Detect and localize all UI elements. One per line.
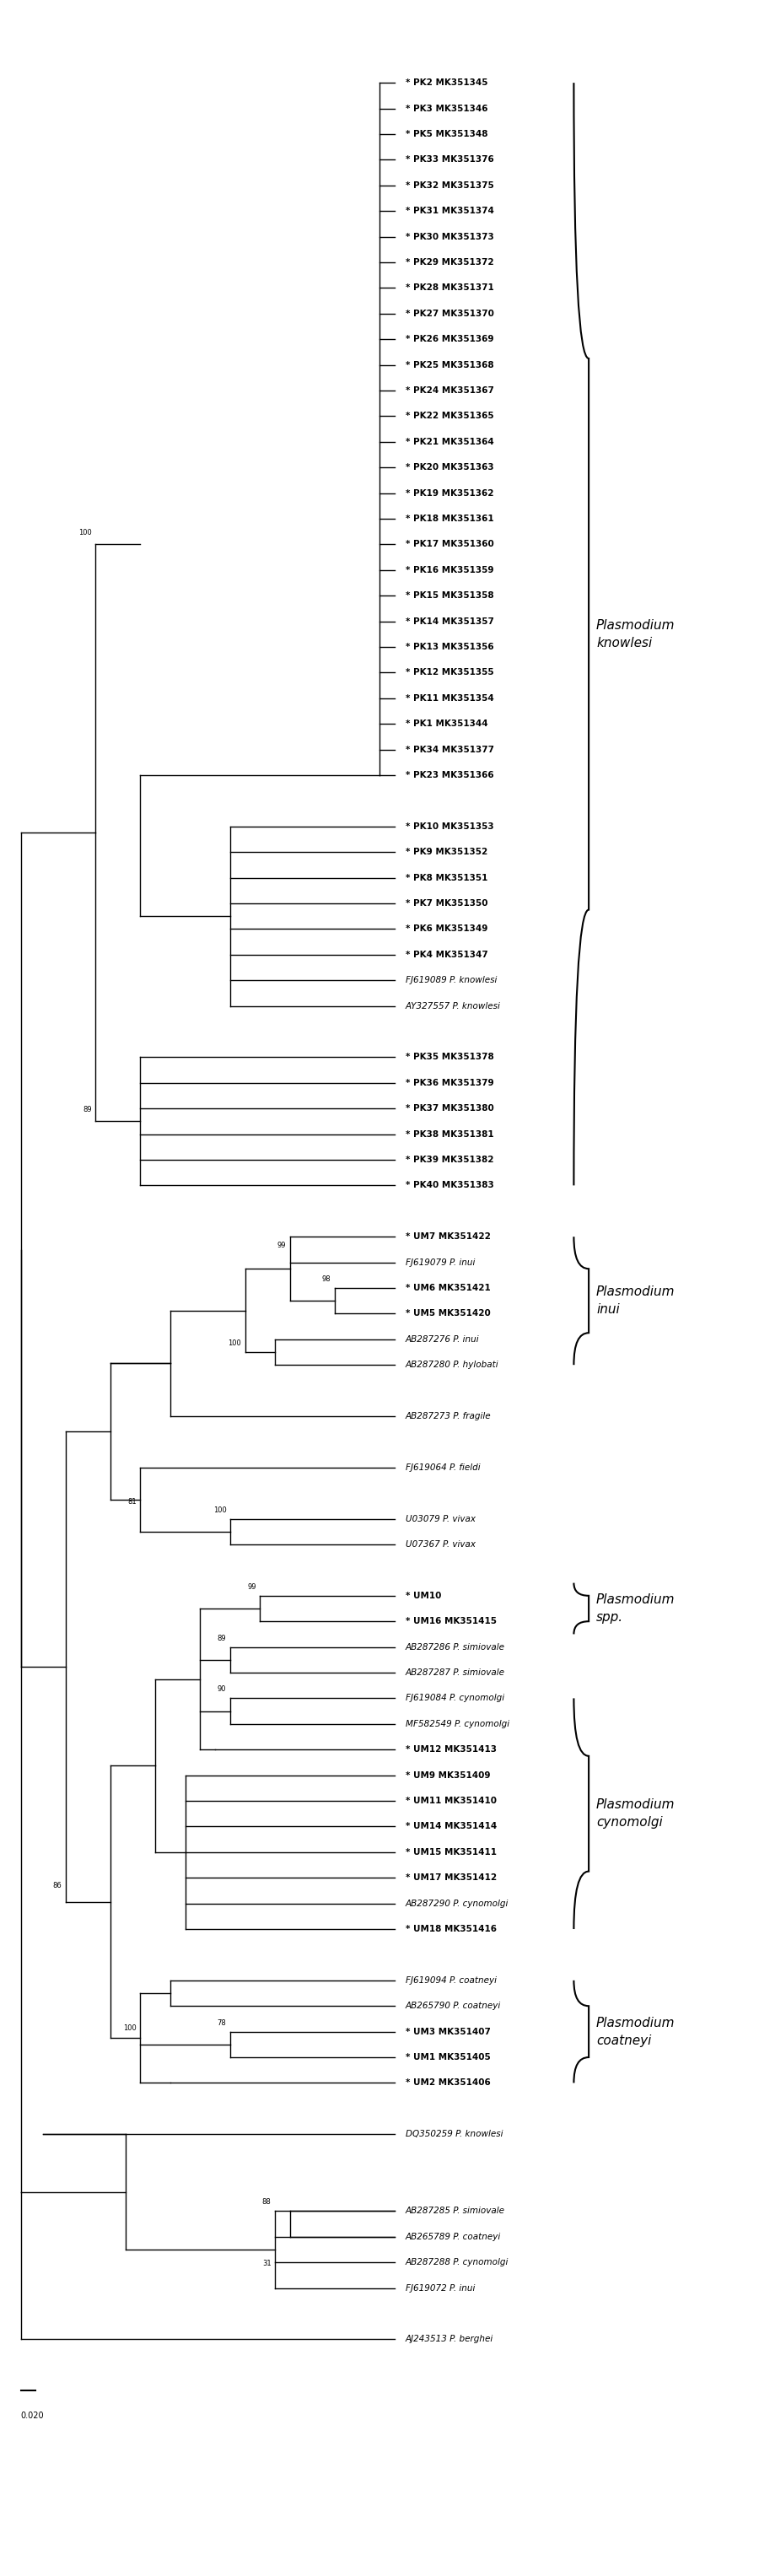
Text: U03079 P. vivax: U03079 P. vivax bbox=[405, 1515, 476, 1522]
Text: 88: 88 bbox=[262, 2197, 271, 2205]
Text: 89: 89 bbox=[217, 1633, 226, 1641]
Text: * UM6 MK351421: * UM6 MK351421 bbox=[405, 1283, 490, 1293]
Text: 31: 31 bbox=[262, 2259, 271, 2267]
Text: 86: 86 bbox=[53, 1880, 62, 1888]
Text: Plasmodium
knowlesi: Plasmodium knowlesi bbox=[597, 618, 675, 649]
Text: * PK19 MK351362: * PK19 MK351362 bbox=[405, 489, 494, 497]
Text: 78: 78 bbox=[217, 2020, 226, 2027]
Text: * UM17 MK351412: * UM17 MK351412 bbox=[405, 1873, 497, 1883]
Text: * UM3 MK351407: * UM3 MK351407 bbox=[405, 2027, 491, 2035]
Text: * PK30 MK351373: * PK30 MK351373 bbox=[405, 232, 494, 242]
Text: * PK10 MK351353: * PK10 MK351353 bbox=[405, 822, 494, 829]
Text: 81: 81 bbox=[128, 1499, 137, 1507]
Text: 99: 99 bbox=[247, 1584, 257, 1589]
Text: * PK8 MK351351: * PK8 MK351351 bbox=[405, 873, 488, 881]
Text: * PK6 MK351349: * PK6 MK351349 bbox=[405, 925, 488, 933]
Text: Plasmodium
coatneyi: Plasmodium coatneyi bbox=[597, 2017, 675, 2048]
Text: * PK7 MK351350: * PK7 MK351350 bbox=[405, 899, 488, 907]
Text: * PK2 MK351345: * PK2 MK351345 bbox=[405, 80, 488, 88]
Text: 100: 100 bbox=[124, 2025, 137, 2032]
Text: * PK12 MK351355: * PK12 MK351355 bbox=[405, 667, 494, 677]
Text: FJ619072 P. inui: FJ619072 P. inui bbox=[405, 2285, 475, 2293]
Text: AB287276 P. inui: AB287276 P. inui bbox=[405, 1334, 480, 1345]
Text: * PK31 MK351374: * PK31 MK351374 bbox=[405, 206, 494, 216]
Text: * PK35 MK351378: * PK35 MK351378 bbox=[405, 1054, 494, 1061]
Text: * UM18 MK351416: * UM18 MK351416 bbox=[405, 1924, 496, 1935]
Text: AJ243513 P. berghei: AJ243513 P. berghei bbox=[405, 2334, 493, 2344]
Text: Plasmodium
spp.: Plasmodium spp. bbox=[597, 1595, 675, 1623]
Text: AB287285 P. simiovale: AB287285 P. simiovale bbox=[405, 2208, 505, 2215]
Text: * PK32 MK351375: * PK32 MK351375 bbox=[405, 180, 494, 191]
Text: * UM11 MK351410: * UM11 MK351410 bbox=[405, 1795, 496, 1806]
Text: * UM7 MK351422: * UM7 MK351422 bbox=[405, 1231, 491, 1242]
Text: * PK29 MK351372: * PK29 MK351372 bbox=[405, 258, 494, 265]
Text: 100: 100 bbox=[228, 1340, 241, 1347]
Text: * PK28 MK351371: * PK28 MK351371 bbox=[405, 283, 494, 291]
Text: * PK36 MK351379: * PK36 MK351379 bbox=[405, 1079, 494, 1087]
Text: FJ619084 P. cynomolgi: FJ619084 P. cynomolgi bbox=[405, 1695, 505, 1703]
Text: 90: 90 bbox=[217, 1685, 226, 1692]
Text: * PK21 MK351364: * PK21 MK351364 bbox=[405, 438, 494, 446]
Text: * PK39 MK351382: * PK39 MK351382 bbox=[405, 1157, 494, 1164]
Text: * PK27 MK351370: * PK27 MK351370 bbox=[405, 309, 494, 317]
Text: 0.020: 0.020 bbox=[20, 2411, 44, 2419]
Text: 89: 89 bbox=[83, 1105, 92, 1113]
Text: * PK26 MK351369: * PK26 MK351369 bbox=[405, 335, 494, 343]
Text: AB287273 P. fragile: AB287273 P. fragile bbox=[405, 1412, 491, 1419]
Text: * PK9 MK351352: * PK9 MK351352 bbox=[405, 848, 488, 855]
Text: FJ619089 P. knowlesi: FJ619089 P. knowlesi bbox=[405, 976, 497, 984]
Text: FJ619079 P. inui: FJ619079 P. inui bbox=[405, 1257, 475, 1267]
Text: * UM10: * UM10 bbox=[405, 1592, 442, 1600]
Text: * PK3 MK351346: * PK3 MK351346 bbox=[405, 103, 488, 113]
Text: 99: 99 bbox=[277, 1242, 286, 1249]
Text: FJ619094 P. coatneyi: FJ619094 P. coatneyi bbox=[405, 1976, 496, 1984]
Text: * PK1 MK351344: * PK1 MK351344 bbox=[405, 719, 488, 729]
Text: * PK38 MK351381: * PK38 MK351381 bbox=[405, 1131, 494, 1139]
Text: * PK22 MK351365: * PK22 MK351365 bbox=[405, 412, 494, 420]
Text: 100: 100 bbox=[213, 1507, 226, 1515]
Text: * PK15 MK351358: * PK15 MK351358 bbox=[405, 592, 494, 600]
Text: * PK13 MK351356: * PK13 MK351356 bbox=[405, 641, 494, 652]
Text: * UM2 MK351406: * UM2 MK351406 bbox=[405, 2079, 490, 2087]
Text: * PK23 MK351366: * PK23 MK351366 bbox=[405, 770, 494, 781]
Text: * UM16 MK351415: * UM16 MK351415 bbox=[405, 1618, 496, 1625]
Text: FJ619064 P. fieldi: FJ619064 P. fieldi bbox=[405, 1463, 480, 1471]
Text: 100: 100 bbox=[78, 528, 92, 536]
Text: AB287290 P. cynomolgi: AB287290 P. cynomolgi bbox=[405, 1899, 509, 1909]
Text: AB287286 P. simiovale: AB287286 P. simiovale bbox=[405, 1643, 505, 1651]
Text: * PK37 MK351380: * PK37 MK351380 bbox=[405, 1105, 494, 1113]
Text: * UM14 MK351414: * UM14 MK351414 bbox=[405, 1821, 497, 1832]
Text: * PK40 MK351383: * PK40 MK351383 bbox=[405, 1182, 494, 1190]
Text: * PK14 MK351357: * PK14 MK351357 bbox=[405, 618, 494, 626]
Text: U07367 P. vivax: U07367 P. vivax bbox=[405, 1540, 476, 1548]
Text: * PK18 MK351361: * PK18 MK351361 bbox=[405, 515, 494, 523]
Text: AB287280 P. hylobati: AB287280 P. hylobati bbox=[405, 1360, 499, 1370]
Text: * PK17 MK351360: * PK17 MK351360 bbox=[405, 541, 494, 549]
Text: * PK16 MK351359: * PK16 MK351359 bbox=[405, 567, 494, 574]
Text: Plasmodium
cynomolgi: Plasmodium cynomolgi bbox=[597, 1798, 675, 1829]
Text: * UM1 MK351405: * UM1 MK351405 bbox=[405, 2053, 490, 2061]
Text: MF582549 P. cynomolgi: MF582549 P. cynomolgi bbox=[405, 1721, 509, 1728]
Text: AB265790 P. coatneyi: AB265790 P. coatneyi bbox=[405, 2002, 501, 2009]
Text: * PK5 MK351348: * PK5 MK351348 bbox=[405, 129, 488, 139]
Text: * PK24 MK351367: * PK24 MK351367 bbox=[405, 386, 494, 394]
Text: * PK20 MK351363: * PK20 MK351363 bbox=[405, 464, 494, 471]
Text: * UM5 MK351420: * UM5 MK351420 bbox=[405, 1309, 490, 1319]
Text: AB287288 P. cynomolgi: AB287288 P. cynomolgi bbox=[405, 2259, 509, 2267]
Text: * PK33 MK351376: * PK33 MK351376 bbox=[405, 155, 494, 165]
Text: AY327557 P. knowlesi: AY327557 P. knowlesi bbox=[405, 1002, 501, 1010]
Text: 98: 98 bbox=[322, 1275, 331, 1283]
Text: * UM12 MK351413: * UM12 MK351413 bbox=[405, 1747, 496, 1754]
Text: * PK4 MK351347: * PK4 MK351347 bbox=[405, 951, 488, 958]
Text: AB265789 P. coatneyi: AB265789 P. coatneyi bbox=[405, 2233, 501, 2241]
Text: AB287287 P. simiovale: AB287287 P. simiovale bbox=[405, 1669, 505, 1677]
Text: DQ350259 P. knowlesi: DQ350259 P. knowlesi bbox=[405, 2130, 503, 2138]
Text: Plasmodium
inui: Plasmodium inui bbox=[597, 1285, 675, 1316]
Text: * UM15 MK351411: * UM15 MK351411 bbox=[405, 1847, 496, 1857]
Text: * UM9 MK351409: * UM9 MK351409 bbox=[405, 1770, 490, 1780]
Text: * PK11 MK351354: * PK11 MK351354 bbox=[405, 693, 494, 703]
Text: * PK25 MK351368: * PK25 MK351368 bbox=[405, 361, 494, 368]
Text: * PK34 MK351377: * PK34 MK351377 bbox=[405, 744, 494, 755]
